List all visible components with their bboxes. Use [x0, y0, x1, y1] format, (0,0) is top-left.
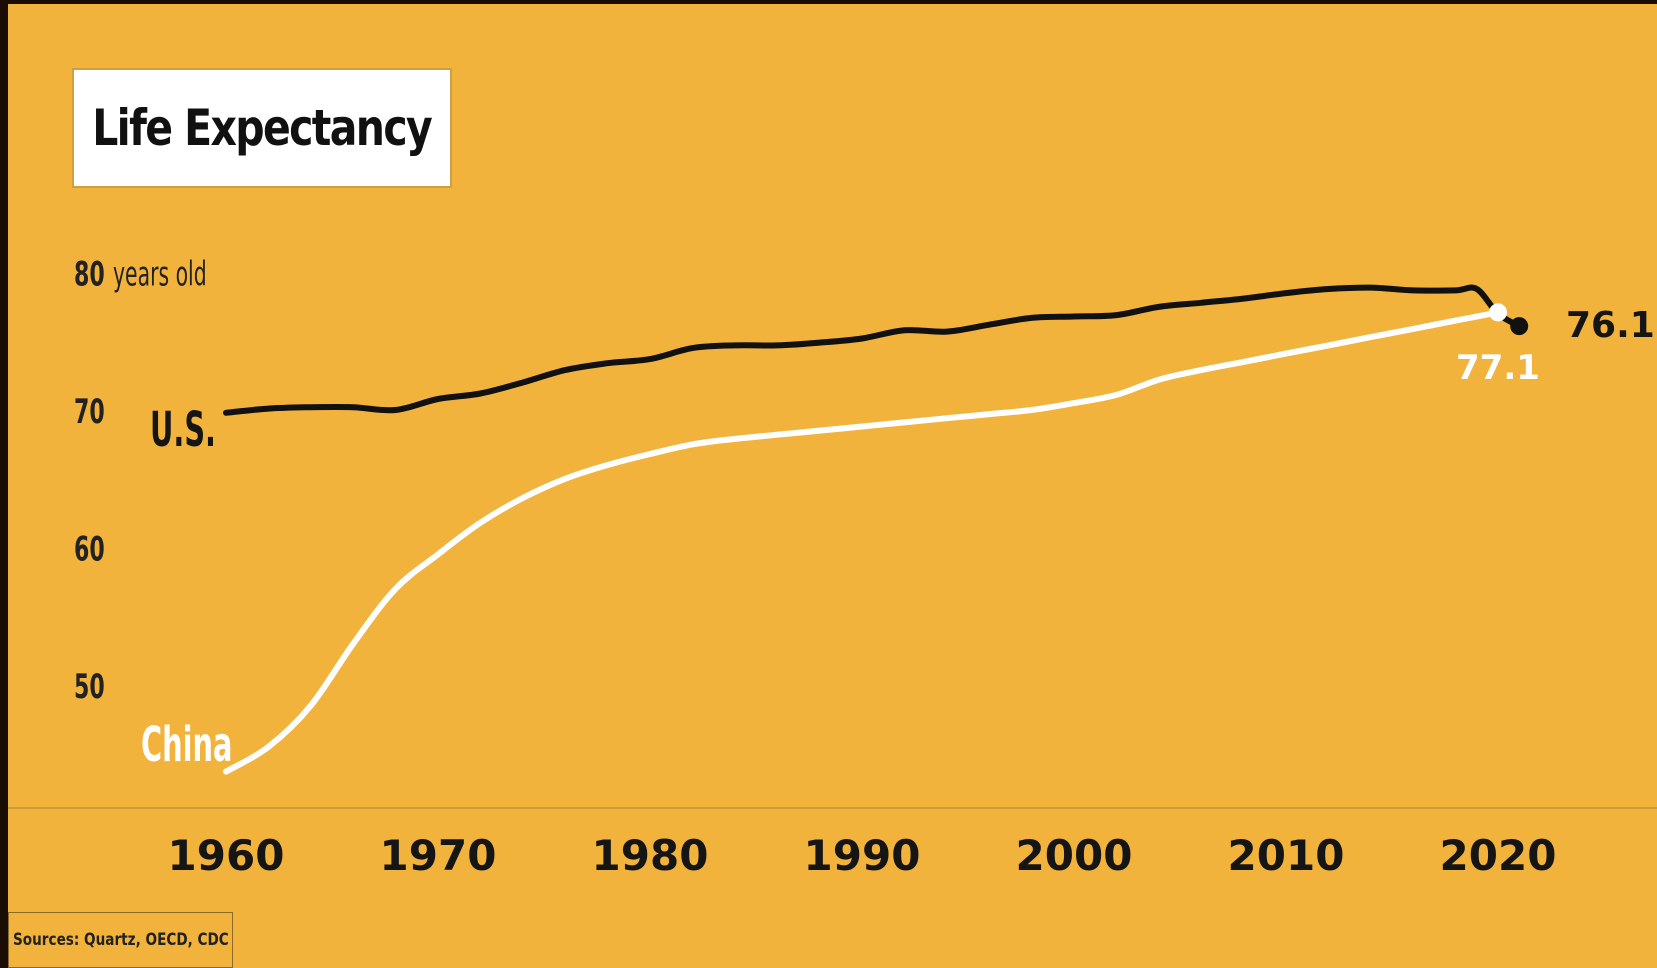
x-tick-labels: 1960 1970 1980 1990 2000 2010 2020: [168, 831, 1557, 880]
series-line-us: [223, 284, 1523, 416]
chart-panel: 50 60 70 80 years old 1960 1970 1980 1990 2000 2…: [8, 4, 1657, 968]
x-tick-label: 2010: [1228, 831, 1345, 880]
y-tick-label: 80: [74, 253, 105, 293]
sources-box: Sources: Quartz, OECD, CDC: [8, 912, 233, 968]
series-lines: [223, 284, 1529, 775]
series-labels: U.S. China 76.1 77.1: [141, 305, 1655, 773]
y-tick-label: 70: [74, 391, 105, 431]
x-tick-label: 1970: [380, 831, 497, 880]
end-label-china: 77.1: [1456, 348, 1540, 388]
y-axis-unit-label: years old: [113, 254, 207, 294]
x-tick-label: 1990: [804, 831, 921, 880]
sources-text: Sources: Quartz, OECD, CDC: [12, 930, 229, 950]
y-tick-label: 50: [74, 666, 105, 706]
y-tick-labels: 50 60 70 80: [74, 253, 105, 706]
series-name-us: U.S.: [150, 402, 216, 458]
x-tick-label: 2020: [1440, 831, 1557, 880]
chart-title: Life Expectancy: [92, 99, 434, 157]
end-point-us: [1510, 317, 1529, 336]
x-tick-label: 1980: [592, 831, 709, 880]
x-tick-label: 1960: [168, 831, 285, 880]
title-box: Life Expectancy: [72, 68, 452, 188]
x-tick-label: 2000: [1016, 831, 1133, 880]
series-line-china: [223, 309, 1501, 775]
end-label-us: 76.1: [1566, 305, 1655, 346]
end-point-china: [1489, 303, 1507, 322]
y-tick-label: 60: [74, 528, 105, 568]
series-name-china: China: [141, 717, 232, 773]
life-expectancy-chart: 50 60 70 80 years old 1960 1970 1980 1990 2000 2…: [8, 253, 1657, 880]
